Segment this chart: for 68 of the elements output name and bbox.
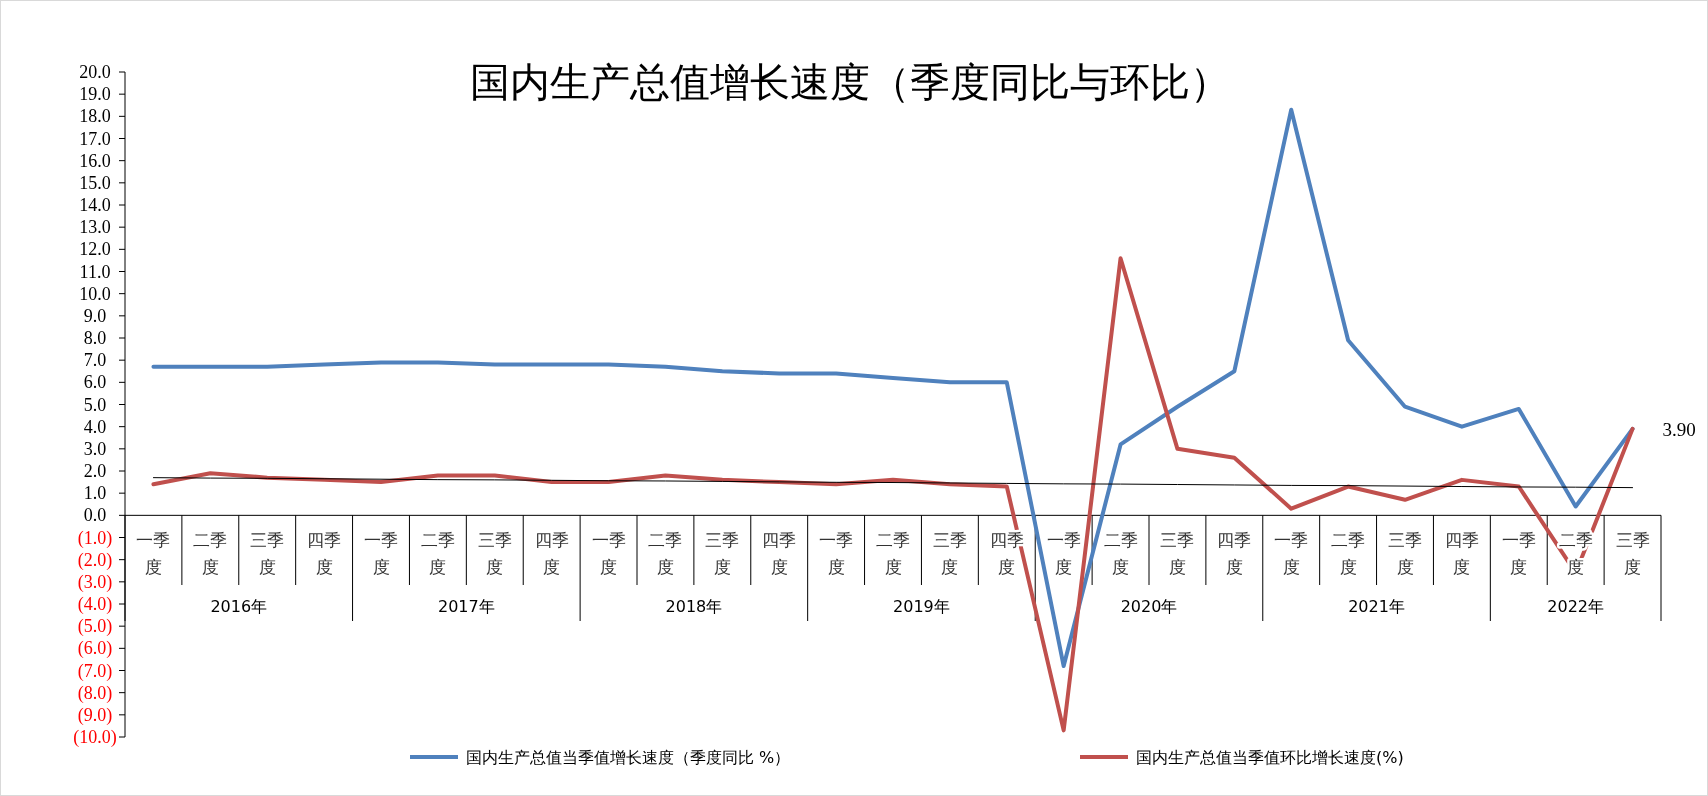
y-tick-label: (7.0) — [77, 660, 113, 682]
x-tick-label: 四季度 — [534, 530, 569, 577]
annotation: 2020年 — [1120, 597, 1178, 616]
x-tick-label: 二季度 — [420, 530, 455, 577]
x-tick-label: 三季度 — [1160, 530, 1195, 577]
legend-label: 国内生产总值当季值环比增长速度(%) — [1136, 748, 1404, 767]
x-tick-label: 三季度 — [1388, 530, 1422, 577]
x-tick-label: 一季度 — [1501, 530, 1536, 577]
x-tick-label: 四季度 — [1217, 530, 1252, 577]
chart-title: 国内生产总值增长速度（季度同比与环比） — [470, 59, 1230, 105]
y-tick-label: 0.0 — [83, 505, 107, 526]
annotation: 2022年 — [1547, 597, 1605, 616]
x-tick-label: 二季度 — [1331, 530, 1366, 577]
y-tick-label: 10.0 — [79, 283, 111, 304]
y-tick-label: 20.0 — [79, 62, 111, 82]
annotation: 2019年 — [893, 597, 950, 616]
y-tick-label: (5.0) — [77, 616, 113, 638]
annotation: 2017年 — [437, 597, 495, 616]
y-tick-label: 15.0 — [79, 172, 111, 193]
x-tick-label: 一季度 — [591, 530, 626, 577]
x-tick-label: 三季度 — [705, 530, 740, 577]
x-tick-label: 三季度 — [932, 530, 967, 577]
x-tick-label: 二季度 — [876, 530, 910, 577]
x-tick-label: 三季度 — [1615, 530, 1650, 577]
y-tick-label: (6.0) — [77, 638, 113, 660]
x-tick-label: 一季度 — [364, 530, 398, 577]
y-tick-label: (4.0) — [77, 594, 113, 615]
y-tick-label: (8.0) — [77, 682, 113, 704]
x-tick-label: 一季度 — [819, 530, 854, 577]
y-tick-label: (10.0) — [73, 727, 117, 748]
x-tick-label: 四季度 — [762, 530, 797, 577]
legend-label: 国内生产总值当季值增长速度（季度同比 %） — [466, 748, 791, 767]
x-tick-label: 三季度 — [250, 530, 285, 577]
y-tick-label: 1.0 — [83, 483, 107, 504]
x-tick-label: 一季度 — [1274, 530, 1309, 577]
y-tick-label: 8.0 — [83, 328, 107, 348]
y-tick-label: 13.0 — [79, 217, 111, 238]
y-tick-label: 18.0 — [79, 106, 111, 127]
x-tick-label: 三季度 — [477, 530, 512, 577]
y-tick-label: 4.0 — [83, 416, 107, 437]
x-tick-label: 二季度 — [1103, 530, 1138, 577]
y-tick-label: 9.0 — [83, 305, 107, 326]
y-tick-label: 12.0 — [79, 239, 111, 260]
x-tick-label: 四季度 — [1444, 530, 1479, 577]
y-tick-label: 19.0 — [79, 84, 111, 105]
y-tick-label: 3.0 — [83, 438, 107, 459]
x-tick-label: 二季度 — [193, 530, 228, 577]
line-series — [152, 477, 1634, 489]
annotation: 2021年 — [1348, 597, 1405, 616]
y-tick-label: 14.0 — [79, 195, 111, 215]
y-tick-label: (3.0) — [77, 571, 113, 593]
x-tick-label: 四季度 — [307, 530, 342, 577]
x-tick-label: 二季度 — [648, 530, 683, 577]
data-label: 3.90 — [1662, 418, 1696, 440]
y-tick-label: 17.0 — [79, 128, 111, 149]
x-tick-label: 一季度 — [136, 530, 171, 577]
y-tick-label: (1.0) — [77, 527, 113, 549]
y-tick-label: 6.0 — [83, 372, 107, 393]
y-tick-label: 16.0 — [79, 150, 111, 171]
y-tick-label: 2.0 — [83, 461, 107, 481]
annotation: 2018年 — [665, 597, 723, 616]
x-tick-label: 一季度 — [1046, 530, 1081, 577]
y-tick-label: (9.0) — [77, 704, 113, 726]
y-tick-label: 11.0 — [79, 261, 111, 282]
y-tick-label: 5.0 — [83, 394, 107, 415]
y-tick-label: (2.0) — [77, 549, 113, 571]
annotation: 2016年 — [210, 597, 268, 616]
y-tick-label: 7.0 — [83, 350, 107, 371]
